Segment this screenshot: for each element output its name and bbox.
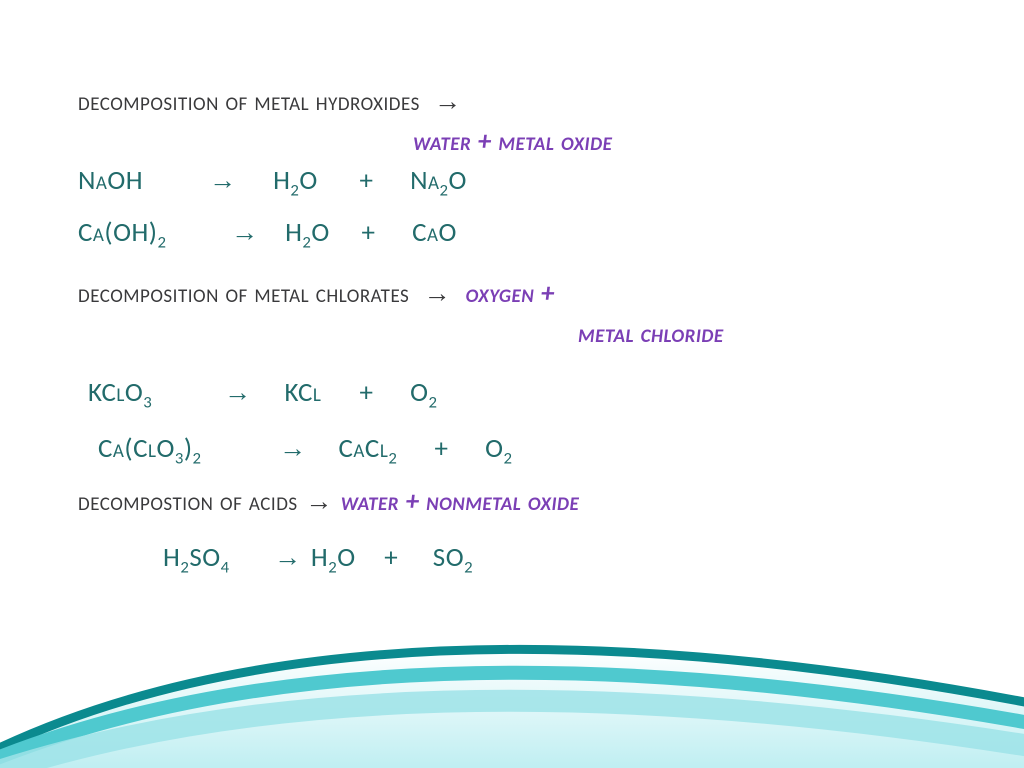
product-text: oxygen + xyxy=(466,277,555,310)
product-text: metal chloride xyxy=(578,317,724,350)
section-title: Decomposition of metal chlorates xyxy=(78,277,409,310)
equation: KClO3 → KCl + O2 xyxy=(78,375,948,413)
product-text: water + nonmetal oxide xyxy=(341,485,580,518)
section-title: Decomposition of metal hydroxides xyxy=(78,85,420,118)
product-text: water + metal oxide xyxy=(413,125,612,158)
equation: Ca(ClO3)2 → CaCl2 + O2 xyxy=(78,431,948,469)
equation: NaOH → H2O + Na2O xyxy=(78,163,948,201)
arrow-icon: → xyxy=(426,85,456,118)
arrow-icon: → xyxy=(416,277,459,310)
equation: H2SO4 → H2O + SO2 xyxy=(163,540,948,578)
arrow-icon: → xyxy=(304,485,334,518)
equation: Ca(OH)2 → H2O + CaO xyxy=(78,215,948,253)
slide-content: Decomposition of metal hydroxides → wate… xyxy=(78,82,948,580)
section-title: Decompostion of acids xyxy=(78,485,298,518)
